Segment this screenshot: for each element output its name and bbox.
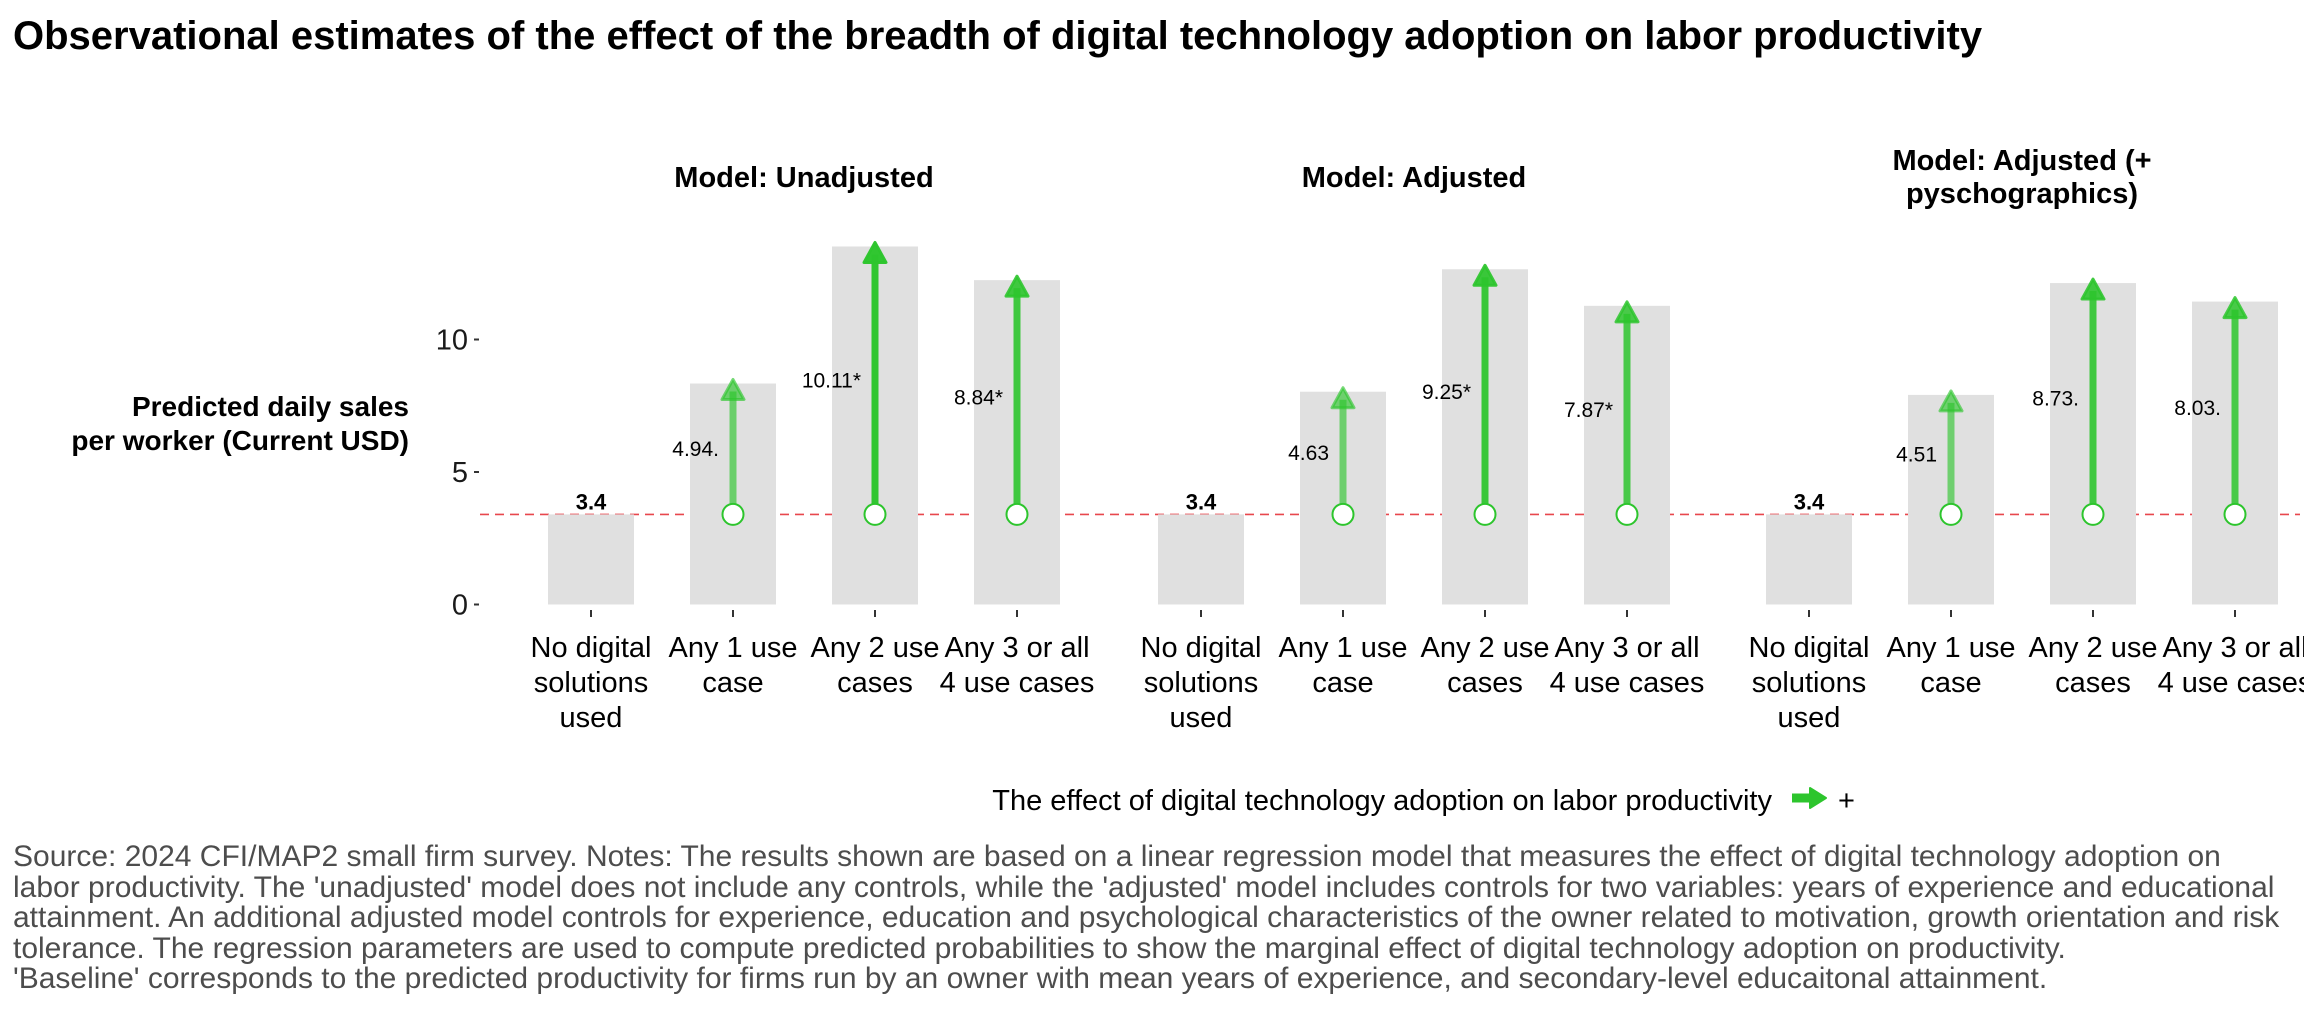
x-tick-label: 4 use cases [2158, 667, 2304, 699]
y-tick-label: 10 [436, 325, 468, 357]
arrow-head [1330, 386, 1356, 410]
y-tick-label: 0 [452, 590, 468, 622]
arrow-head [1614, 300, 1640, 324]
legend-title: The effect of digital technology adoptio… [992, 785, 1772, 817]
caption-line: tolerance. The regression parameters are… [13, 931, 2066, 965]
x-tick-label: Any 3 or all [944, 632, 1089, 664]
caption: Source: 2024 CFI/MAP2 small firm survey.… [13, 842, 2304, 995]
legend-item-label: + [1838, 785, 1855, 817]
effect-label: 4.51 [1896, 444, 1937, 467]
x-tick-label: case [1920, 667, 1981, 699]
baseline-point [721, 502, 745, 526]
x-tick-label: Any 1 use [669, 632, 798, 664]
arrow-head [1938, 389, 1964, 413]
arrow-head [720, 377, 746, 401]
x-tick-label: solutions [1144, 667, 1258, 699]
baseline-point [863, 502, 887, 526]
x-tick-label: Any 2 use [2029, 632, 2158, 664]
x-tick-label: Any 3 or all [2162, 632, 2304, 664]
baseline-point [1005, 502, 1029, 526]
x-tick-label: case [1312, 667, 1373, 699]
x-tick-label: 4 use cases [940, 667, 1095, 699]
y-axis-title: Predicted daily sales [132, 391, 409, 422]
effect-label: 8.73. [2032, 388, 2079, 411]
x-tick-label: solutions [534, 667, 648, 699]
panel-title: Model: Adjusted (+ [1892, 145, 2151, 177]
x-tick-label: used [1778, 702, 1841, 734]
baseline-point [2081, 502, 2105, 526]
x-tick-label: No digital [1749, 632, 1870, 664]
x-tick-label: cases [2055, 667, 2131, 699]
effect-label: 4.63 [1288, 442, 1329, 465]
x-tick-label: Any 2 use [811, 632, 940, 664]
x-tick-label: cases [837, 667, 913, 699]
arrow-head [1472, 263, 1498, 287]
x-tick-label: cases [1447, 667, 1523, 699]
caption-line: 'Baseline' corresponds to the predicted … [13, 962, 2048, 995]
effect-label: 4.94. [672, 438, 719, 461]
x-tick-label: used [560, 702, 623, 734]
y-axis-title: per worker (Current USD) [71, 425, 409, 456]
x-tick-label: case [702, 667, 763, 699]
panel-title: pyschographics) [1906, 178, 2138, 210]
bar [1158, 514, 1244, 605]
panel-title: Model: Unadjusted [674, 162, 933, 194]
bar [548, 514, 634, 605]
x-tick-label: Any 1 use [1279, 632, 1408, 664]
x-tick-label: Any 2 use [1421, 632, 1550, 664]
effect-label: 10.11* [802, 369, 861, 392]
effect-label: 9.25* [1422, 381, 1471, 404]
baseline-point [1331, 502, 1355, 526]
effect-label: 8.84* [954, 386, 1003, 409]
baseline-point [1473, 502, 1497, 526]
y-tick-label: 5 [452, 457, 468, 489]
arrow-head [2080, 277, 2106, 301]
arrow-head [862, 240, 888, 264]
legend-arrow-head [1809, 787, 1827, 809]
baseline-point [1939, 502, 1963, 526]
baseline-point [1615, 502, 1639, 526]
baseline-value-label: 3.4 [576, 489, 607, 514]
baseline-value-label: 3.4 [1186, 489, 1217, 514]
x-tick-label: Any 3 or all [1554, 632, 1699, 664]
x-tick-label: Any 1 use [1887, 632, 2016, 664]
panel-title: Model: Adjusted [1302, 162, 1526, 194]
x-tick-label: No digital [531, 632, 652, 664]
caption-line: Source: 2024 CFI/MAP2 small firm survey.… [13, 842, 2221, 873]
chart-title: Observational estimates of the effect of… [13, 14, 1983, 58]
x-tick-label: No digital [1141, 632, 1262, 664]
bar [1766, 514, 1852, 605]
arrow-head [2222, 296, 2248, 320]
effect-label: 8.03. [2174, 397, 2221, 420]
arrow-head [1004, 274, 1030, 298]
caption-line: labor productivity. The 'unadjusted' mod… [13, 870, 2275, 904]
caption-line: attainment. An additional adjusted model… [13, 901, 2280, 935]
x-tick-label: 4 use cases [1550, 667, 1705, 699]
x-tick-label: used [1170, 702, 1233, 734]
baseline-value-label: 3.4 [1794, 489, 1825, 514]
effect-label: 7.87* [1564, 399, 1613, 422]
x-tick-label: solutions [1752, 667, 1866, 699]
baseline-point [2223, 502, 2247, 526]
